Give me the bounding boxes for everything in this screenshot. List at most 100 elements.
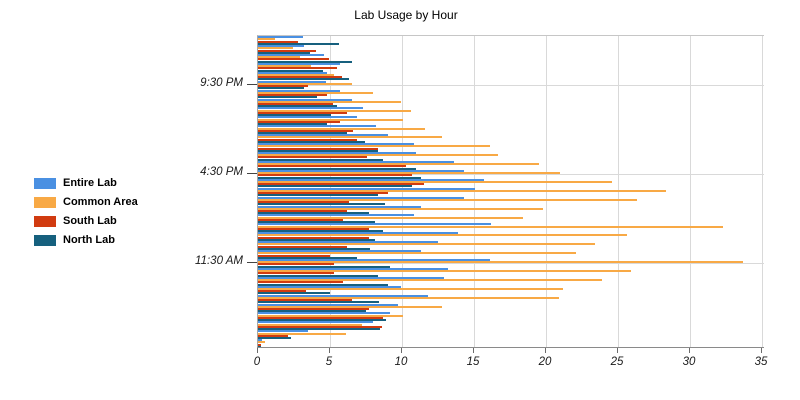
bar (258, 292, 330, 295)
bar (258, 243, 595, 246)
legend-item: North Lab (34, 234, 138, 246)
x-tick (545, 348, 546, 353)
bar (258, 98, 352, 101)
bar (258, 261, 744, 264)
bar (258, 305, 443, 308)
bar (258, 82, 352, 85)
bar (258, 69, 323, 72)
bar (258, 42, 339, 45)
y-tick (247, 84, 257, 86)
legend-swatch (34, 177, 56, 189)
bar (258, 178, 485, 181)
bar (258, 196, 464, 199)
bar (258, 216, 523, 219)
bar (258, 185, 413, 188)
bar (258, 49, 316, 52)
bar (258, 328, 381, 331)
bar (258, 245, 348, 248)
bar (258, 62, 341, 65)
bar (258, 281, 343, 284)
bar (258, 60, 352, 63)
gridline-vertical (762, 36, 763, 348)
gridline-horizontal (258, 174, 764, 176)
bar (258, 294, 428, 297)
bar (258, 221, 375, 224)
bar (258, 203, 385, 206)
bar (258, 156, 368, 159)
bar (258, 194, 378, 197)
bar (258, 89, 341, 92)
gridline-vertical (618, 36, 619, 348)
x-axis-label: 25 (610, 356, 624, 368)
bar (258, 285, 401, 288)
bar (258, 80, 326, 83)
bar (258, 274, 378, 277)
x-tick (257, 348, 258, 353)
legend-item: Common Area (34, 196, 138, 208)
bar (258, 183, 424, 186)
legend-swatch (34, 215, 56, 227)
bar (258, 167, 417, 170)
bar (258, 94, 328, 97)
bar (258, 234, 627, 237)
bar (258, 337, 292, 339)
bar (258, 312, 391, 315)
bar (258, 111, 348, 114)
bar (258, 187, 476, 190)
bar (258, 276, 444, 279)
bar (258, 76, 342, 79)
bar (258, 45, 305, 48)
bar (258, 205, 421, 208)
legend: Entire Lab Common Area South Lab North Lab (34, 177, 138, 246)
bar (258, 209, 348, 212)
bar (258, 56, 300, 59)
bar (258, 129, 354, 132)
x-tick (689, 348, 690, 353)
bar (258, 290, 306, 293)
bar (258, 134, 388, 137)
bar (258, 109, 411, 112)
bar (258, 232, 459, 235)
bar (258, 174, 413, 177)
bar (258, 341, 266, 344)
bar (258, 270, 631, 273)
bar (258, 247, 371, 250)
gridline-horizontal (258, 263, 764, 265)
bar (258, 263, 335, 266)
bar (258, 172, 561, 175)
bar (258, 330, 309, 333)
bar (258, 296, 559, 299)
x-axis-label: 35 (754, 356, 768, 368)
legend-item: Entire Lab (34, 177, 138, 189)
x-tick (329, 348, 330, 353)
y-tick (247, 262, 257, 264)
x-tick (617, 348, 618, 353)
bar (258, 238, 375, 241)
bar (258, 165, 407, 168)
bar (258, 236, 369, 239)
bar (258, 38, 276, 41)
bar (258, 158, 384, 161)
bar (258, 212, 369, 215)
bar (258, 100, 401, 103)
x-axis-label: 5 (325, 356, 333, 368)
bar (258, 252, 577, 255)
bar (258, 176, 421, 179)
bar (258, 78, 349, 81)
bar (258, 107, 364, 110)
gridline-vertical (546, 36, 547, 348)
x-axis-label: 30 (682, 356, 696, 368)
plot-area (257, 35, 764, 348)
bar (258, 339, 263, 342)
bar (258, 103, 333, 105)
bar (258, 138, 358, 141)
bar (258, 36, 303, 39)
bar (258, 163, 539, 166)
bar (258, 321, 374, 324)
bar (258, 265, 391, 268)
bar (258, 192, 388, 195)
bar (258, 105, 338, 108)
bar (258, 316, 384, 319)
x-tick (473, 348, 474, 353)
